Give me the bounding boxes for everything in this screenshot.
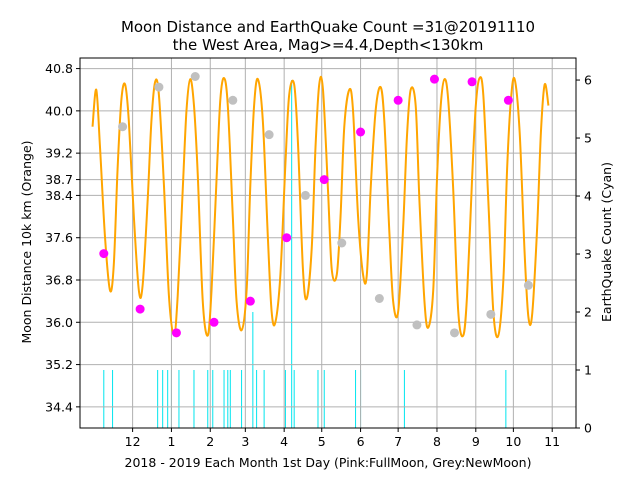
new-moon-point	[337, 239, 346, 248]
y-right-tick-label: 0	[584, 421, 592, 436]
new-moon-point	[265, 130, 274, 139]
new-moon-point	[191, 72, 200, 81]
new-moon-point	[412, 320, 421, 329]
x-axis-label: 2018 - 2019 Each Month 1st Day (Pink:Ful…	[125, 455, 532, 470]
full-moon-point	[320, 175, 329, 184]
chart-svg: Moon Distance and EarthQuake Count =31@2…	[0, 0, 640, 480]
y-right-tick-label: 3	[584, 247, 592, 262]
chart-title-line1: Moon Distance and EarthQuake Count =31@2…	[121, 18, 535, 36]
x-tick-label: 1	[167, 434, 175, 449]
y-right-tick-label: 4	[584, 189, 592, 204]
x-tick-label: 9	[472, 434, 480, 449]
chart-title-line2: the West Area, Mag>=4.4,Depth<130km	[173, 36, 484, 54]
x-tick-label: 12	[125, 434, 141, 449]
y-left-tick-label: 39.2	[45, 146, 73, 161]
y-left-tick-label: 37.6	[45, 230, 73, 245]
y-left-tick-label: 35.2	[45, 357, 73, 372]
x-tick-label: 5	[318, 434, 326, 449]
new-moon-point	[486, 310, 495, 319]
y-right-tick-label: 5	[584, 131, 592, 146]
x-tick-label: 6	[357, 434, 365, 449]
y-left-tick-label: 34.4	[45, 399, 73, 414]
y-left-tick-label: 36.8	[45, 273, 73, 288]
chart-root: Moon Distance and EarthQuake Count =31@2…	[0, 0, 640, 480]
y-left-tick-label: 40.8	[45, 61, 73, 76]
full-moon-point	[99, 249, 108, 258]
y-left-tick-label: 40.0	[45, 103, 73, 118]
y-right-tick-label: 1	[584, 363, 592, 378]
new-moon-point	[118, 122, 127, 131]
x-tick-label: 8	[433, 434, 441, 449]
x-tick-label: 7	[394, 434, 402, 449]
y-right-tick-label: 6	[584, 73, 592, 88]
full-moon-point	[468, 77, 477, 86]
full-moon-point	[136, 305, 145, 314]
y-right-tick-label: 2	[584, 305, 592, 320]
full-moon-point	[282, 233, 291, 242]
chart-background	[0, 0, 640, 480]
y-axis-label-right: EarthQuake Count (Cyan)	[599, 162, 614, 322]
full-moon-point	[430, 75, 439, 84]
full-moon-point	[210, 318, 219, 327]
new-moon-point	[228, 96, 237, 105]
x-tick-label: 10	[505, 434, 521, 449]
new-moon-point	[375, 294, 384, 303]
y-left-tick-label: 38.4	[45, 188, 73, 203]
x-tick-label: 3	[241, 434, 249, 449]
y-left-tick-label: 38.7	[45, 172, 73, 187]
y-axis-label-left: Moon Distance 10k km (Orange)	[19, 140, 34, 343]
x-tick-label: 11	[544, 434, 560, 449]
x-tick-label: 4	[280, 434, 288, 449]
new-moon-point	[450, 328, 459, 337]
full-moon-point	[356, 128, 365, 137]
x-tick-label: 2	[206, 434, 214, 449]
new-moon-point	[154, 83, 163, 92]
full-moon-point	[394, 96, 403, 105]
full-moon-point	[504, 96, 513, 105]
y-left-tick-label: 36.0	[45, 315, 73, 330]
full-moon-point	[246, 297, 255, 306]
new-moon-point	[301, 191, 310, 200]
new-moon-point	[524, 281, 533, 290]
full-moon-point	[172, 328, 181, 337]
